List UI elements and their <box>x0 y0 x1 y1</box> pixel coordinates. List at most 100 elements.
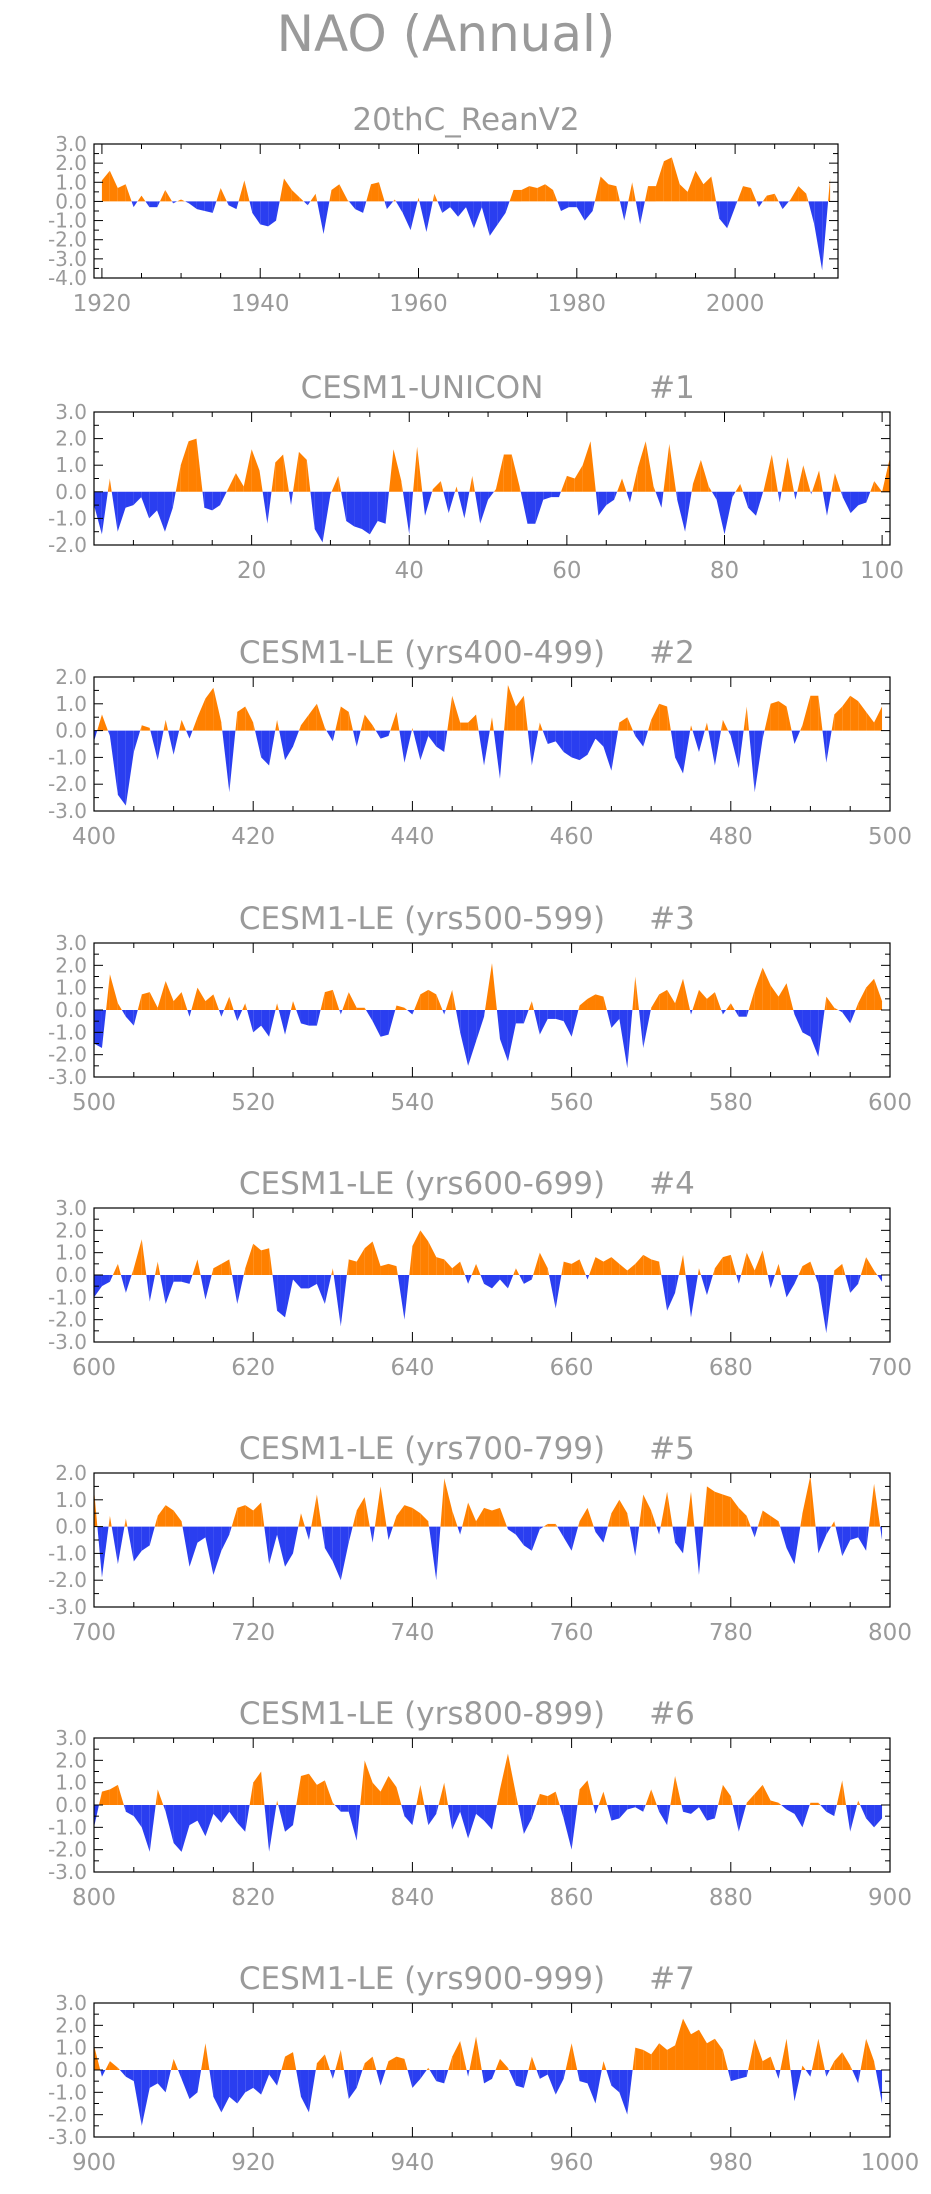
area-segment <box>324 1780 333 1805</box>
area-segment <box>296 1010 301 1024</box>
area-segment <box>518 1805 524 1835</box>
area-segment <box>539 1010 548 1035</box>
y-tick-label: 1.0 <box>55 453 87 477</box>
area-segment <box>299 197 304 202</box>
area-segment <box>404 730 412 763</box>
area-segment <box>714 1257 723 1275</box>
y-tick-label: -2.0 <box>48 1568 87 1592</box>
x-tick-label: 680 <box>709 1355 753 1381</box>
area-segment <box>619 1263 628 1275</box>
area-segment <box>603 1526 608 1543</box>
run-tag: #2 <box>649 635 695 671</box>
area-segment <box>698 989 707 1010</box>
area-segment <box>213 1526 222 1575</box>
area-segment <box>413 730 421 761</box>
y-tick-label: -1.0 <box>48 1541 87 1565</box>
area-segment <box>149 1526 155 1546</box>
area-segment <box>157 980 166 1010</box>
area-segment <box>489 201 498 236</box>
area-segment <box>504 685 508 731</box>
area-segment <box>659 2043 668 2070</box>
area-segment <box>608 184 617 202</box>
area-segment <box>395 201 403 213</box>
area-segment <box>119 2070 126 2077</box>
area-segment <box>101 1789 110 1805</box>
area-segment <box>722 1254 731 1275</box>
area-segment <box>671 157 680 202</box>
area-segment <box>860 2038 867 2070</box>
area-segment <box>253 722 256 731</box>
area-segment <box>874 706 883 731</box>
area-segment <box>685 1275 691 1318</box>
area-segment <box>409 491 414 535</box>
area-segment <box>858 2070 861 2084</box>
area-segment <box>842 1010 851 1024</box>
area-segment <box>539 2070 548 2079</box>
area-segment <box>189 1010 192 1017</box>
area-segment <box>411 727 413 731</box>
area-segment <box>511 454 520 492</box>
area-segment <box>619 1499 628 1527</box>
area-segment <box>595 1805 599 1814</box>
area-segment <box>790 186 799 202</box>
area-segment <box>603 996 607 1010</box>
area-segment <box>460 1805 469 1839</box>
area-segment <box>742 491 749 508</box>
area-segment <box>781 457 788 492</box>
area-segment <box>324 727 327 731</box>
area-segment <box>488 491 494 500</box>
area-segment <box>212 201 217 213</box>
area-segment <box>858 491 867 506</box>
area-segment <box>173 201 178 204</box>
area-segment <box>245 1805 250 1832</box>
area-segment <box>549 1275 556 1309</box>
area-segment <box>293 2052 297 2070</box>
y-tick-label: 0.0 <box>55 2058 87 2082</box>
area-segment <box>455 1010 461 1033</box>
area-segment <box>360 1760 365 1805</box>
area-segment <box>452 695 461 731</box>
area-segment <box>568 201 577 208</box>
area-segment <box>385 2061 389 2070</box>
area-segment <box>762 1510 771 1527</box>
area-segment <box>669 443 677 492</box>
area-segment <box>204 491 213 511</box>
area-segment <box>603 2061 607 2070</box>
area-segment <box>663 157 672 202</box>
area-segment <box>354 491 362 530</box>
area-segment <box>592 201 595 211</box>
area-segment <box>778 983 787 1010</box>
x-tick-label: 80 <box>710 558 739 584</box>
area-segment <box>293 730 299 747</box>
y-tick-label: 1.0 <box>55 1241 87 1265</box>
area-segment <box>165 980 174 1010</box>
area-segment <box>492 2070 496 2079</box>
area-segment <box>528 1001 532 1010</box>
area-segment <box>300 2070 309 2113</box>
area-segment <box>283 454 289 492</box>
area-segment <box>141 1526 150 1551</box>
area-segment <box>547 1010 556 1019</box>
area-segment <box>826 1526 832 1535</box>
area-segment <box>866 491 871 503</box>
area-segment <box>704 722 707 731</box>
x-tick-label: 420 <box>231 824 275 850</box>
area-segment <box>221 1805 230 1823</box>
area-segment <box>380 1263 389 1275</box>
area-segment <box>460 1261 465 1275</box>
area-segment <box>478 730 485 766</box>
area-segment <box>386 201 394 210</box>
area-segment <box>341 491 347 522</box>
area-segment <box>727 201 736 229</box>
area-segment <box>875 2070 883 2104</box>
area-segment <box>179 719 182 731</box>
area-segment <box>228 201 237 210</box>
area-segment <box>275 454 284 492</box>
area-segment <box>476 2036 482 2070</box>
area-segment <box>481 201 490 236</box>
area-segment <box>173 1275 182 1282</box>
area-segment <box>314 491 323 543</box>
area-segment <box>245 706 254 731</box>
area-segment <box>845 1275 851 1293</box>
area-segment <box>598 491 607 516</box>
